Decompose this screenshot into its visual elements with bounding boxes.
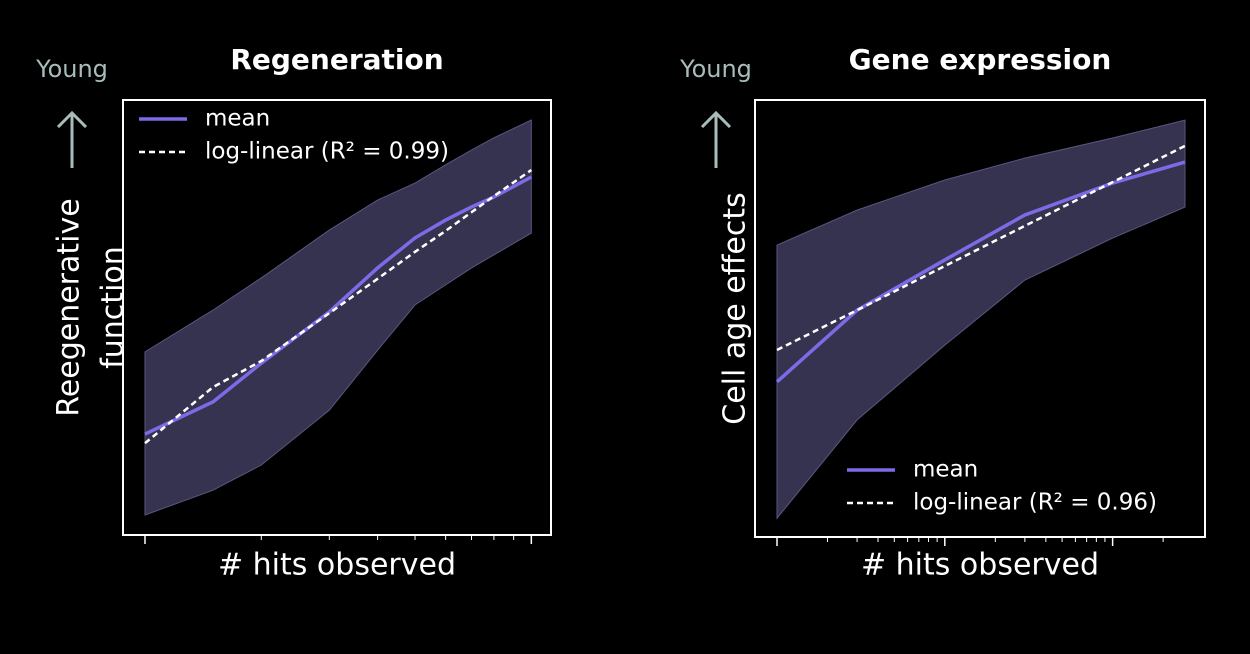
series-line [144, 175, 533, 436]
band [776, 119, 1186, 520]
legend-label: mean [205, 106, 270, 132]
y-axis-label: Cell age effects [718, 192, 753, 425]
band [144, 119, 532, 516]
legend-label: log-linear (R² = 0.96) [913, 490, 1157, 516]
x-axis-label: # hits observed [218, 548, 456, 583]
series-line [775, 160, 1186, 384]
chart-title: Gene expression [849, 43, 1112, 76]
legend-label: mean [913, 457, 978, 483]
plot-frame [754, 99, 1206, 538]
arrow [56, 110, 88, 168]
chart-title: Regeneration [230, 43, 443, 76]
arrow [700, 110, 732, 168]
annotation: Young [679, 55, 752, 83]
series-line [144, 169, 533, 445]
annotation: Young [35, 55, 108, 83]
legend-label: log-linear (R² = 0.99) [205, 139, 449, 165]
plot-frame [122, 99, 552, 536]
y-axis-label: Reegenerative [52, 198, 87, 416]
series-line [776, 144, 1186, 352]
x-axis-label: # hits observed [861, 548, 1099, 583]
y-axis-label: function [96, 246, 131, 369]
